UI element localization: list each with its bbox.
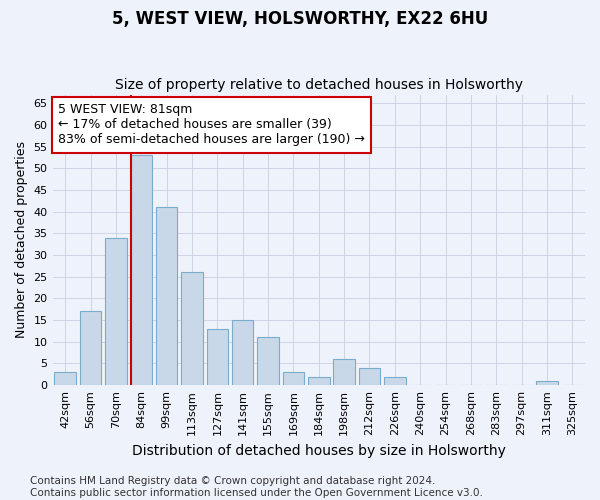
Bar bbox=[359, 368, 380, 385]
Y-axis label: Number of detached properties: Number of detached properties bbox=[15, 142, 28, 338]
Text: Contains HM Land Registry data © Crown copyright and database right 2024.
Contai: Contains HM Land Registry data © Crown c… bbox=[30, 476, 483, 498]
Bar bbox=[536, 381, 558, 385]
Bar bbox=[257, 338, 279, 385]
Bar bbox=[80, 312, 101, 385]
Bar bbox=[334, 359, 355, 385]
Bar bbox=[181, 272, 203, 385]
Bar bbox=[156, 208, 178, 385]
Bar bbox=[55, 372, 76, 385]
Bar bbox=[232, 320, 253, 385]
Bar bbox=[131, 156, 152, 385]
Text: 5 WEST VIEW: 81sqm
← 17% of detached houses are smaller (39)
83% of semi-detache: 5 WEST VIEW: 81sqm ← 17% of detached hou… bbox=[58, 104, 365, 146]
Bar bbox=[283, 372, 304, 385]
Bar bbox=[308, 376, 329, 385]
Title: Size of property relative to detached houses in Holsworthy: Size of property relative to detached ho… bbox=[115, 78, 523, 92]
Bar bbox=[105, 238, 127, 385]
Text: 5, WEST VIEW, HOLSWORTHY, EX22 6HU: 5, WEST VIEW, HOLSWORTHY, EX22 6HU bbox=[112, 10, 488, 28]
Bar bbox=[206, 329, 228, 385]
Bar bbox=[384, 376, 406, 385]
X-axis label: Distribution of detached houses by size in Holsworthy: Distribution of detached houses by size … bbox=[132, 444, 506, 458]
